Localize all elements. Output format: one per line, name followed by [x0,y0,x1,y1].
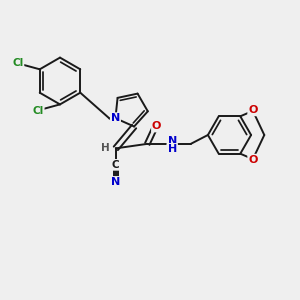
Text: C: C [112,160,120,170]
Text: N: N [111,177,120,187]
Text: N: N [111,113,120,123]
Text: Cl: Cl [12,58,23,68]
Text: Cl: Cl [32,106,44,116]
Text: O: O [152,122,161,131]
Text: N: N [168,136,177,146]
Text: H: H [101,143,110,153]
Text: O: O [248,155,258,165]
Text: O: O [248,105,258,115]
Text: H: H [168,144,177,154]
